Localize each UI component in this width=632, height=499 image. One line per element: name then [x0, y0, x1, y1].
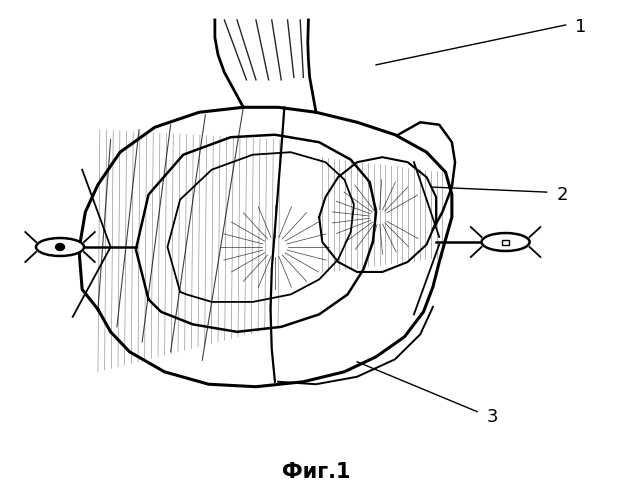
Circle shape — [56, 244, 64, 250]
Bar — [502, 240, 509, 245]
Text: 2: 2 — [556, 186, 568, 204]
Ellipse shape — [482, 233, 530, 251]
Text: 1: 1 — [575, 18, 586, 36]
Ellipse shape — [36, 238, 84, 256]
Text: Фиг.1: Фиг.1 — [282, 462, 350, 482]
Text: 3: 3 — [487, 408, 498, 426]
